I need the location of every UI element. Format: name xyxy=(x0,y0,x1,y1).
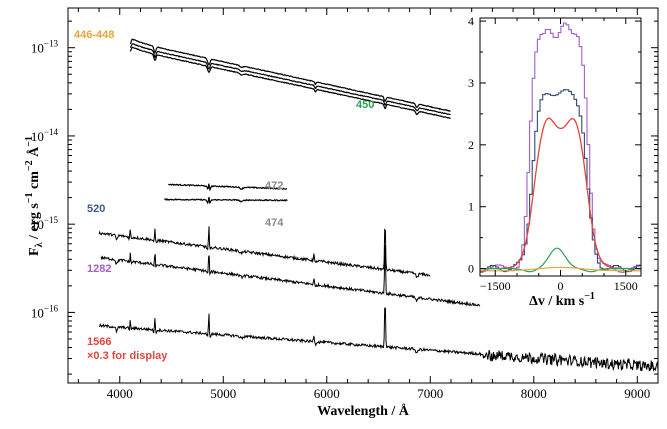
main-x-tick-labels: 4000 5000 6000 7000 8000 9000 xyxy=(107,386,651,401)
spectrum-line-447 xyxy=(129,43,451,116)
annotation-450: 450 xyxy=(356,99,374,111)
spectrum-line-472 xyxy=(167,183,288,192)
x-tick-label: 4000 xyxy=(107,386,133,401)
inset-model-red xyxy=(480,117,641,270)
annotation-520: 520 xyxy=(87,203,105,215)
y-tick-label: 10−16 xyxy=(31,303,59,320)
inset-y-tick-label: 2 xyxy=(468,138,474,152)
inset-model-green xyxy=(480,247,641,273)
x-tick-label: 8000 xyxy=(521,386,547,401)
inset-y-tick-label: 0 xyxy=(468,262,474,276)
spectrum-line-520 xyxy=(98,226,431,279)
annotation-474: 474 xyxy=(265,217,284,229)
annotation-472: 472 xyxy=(265,180,283,192)
inset-line-profile-plot: −1500 0 1500 0 1 2 3 4 Δv / km s−1 xyxy=(468,14,642,309)
spectrum-line-1566 xyxy=(98,307,659,372)
spectrum-line-1282 xyxy=(100,245,481,307)
inset-x-tick-label: 1500 xyxy=(614,279,638,293)
main-x-axis-label: Wavelength / Å xyxy=(317,403,410,419)
spectrum-line-446 xyxy=(129,38,451,112)
main-spectra xyxy=(98,38,659,372)
inset-y-tick-label: 4 xyxy=(468,14,474,28)
y-tick-label: 10−13 xyxy=(31,39,59,56)
inset-x-tick-label: 0 xyxy=(558,279,564,293)
inset-y-tick-labels: 0 1 2 3 4 xyxy=(468,14,474,275)
x-tick-label: 9000 xyxy=(624,386,650,401)
y-tick-label: 10−15 xyxy=(31,215,59,232)
inset-y-tick-label: 1 xyxy=(468,200,474,214)
main-plot-frame xyxy=(67,7,659,384)
x-tick-label: 6000 xyxy=(314,386,340,401)
main-tick-marks xyxy=(68,8,659,383)
spectrum-line-448 xyxy=(129,46,451,119)
annotation-1566: 1566 xyxy=(87,336,111,348)
inset-background xyxy=(480,18,641,276)
annotation-scale-note: ×0.3 for display xyxy=(87,350,168,362)
inset-x-axis-label: Δv / km s−1 xyxy=(529,291,595,309)
inset-profiles xyxy=(480,22,641,273)
annotation-1282: 1282 xyxy=(87,263,111,275)
main-spectra-plot: 4000 5000 6000 7000 8000 9000 10−1310−1410−15… xyxy=(24,7,659,419)
main-y-tick-labels: 10−13 10−14 10−15 10−16 xyxy=(31,39,59,321)
inset-x-tick-label: −1500 xyxy=(480,279,511,293)
inset-y-tick-label: 3 xyxy=(468,76,474,90)
inset-model-orange xyxy=(480,266,641,272)
main-y-axis-label: Fλ / erg s−1 cm−2 Å−1 xyxy=(24,136,45,256)
inset-x-tick-labels: −1500 0 1500 xyxy=(480,279,638,293)
x-tick-label: 5000 xyxy=(210,386,236,401)
spectrum-line-474 xyxy=(164,196,288,205)
x-tick-label: 7000 xyxy=(417,386,443,401)
inset-tick-marks xyxy=(480,18,641,276)
annotation-446-448: 446-448 xyxy=(74,29,114,41)
y-tick-label: 10−14 xyxy=(31,127,59,144)
